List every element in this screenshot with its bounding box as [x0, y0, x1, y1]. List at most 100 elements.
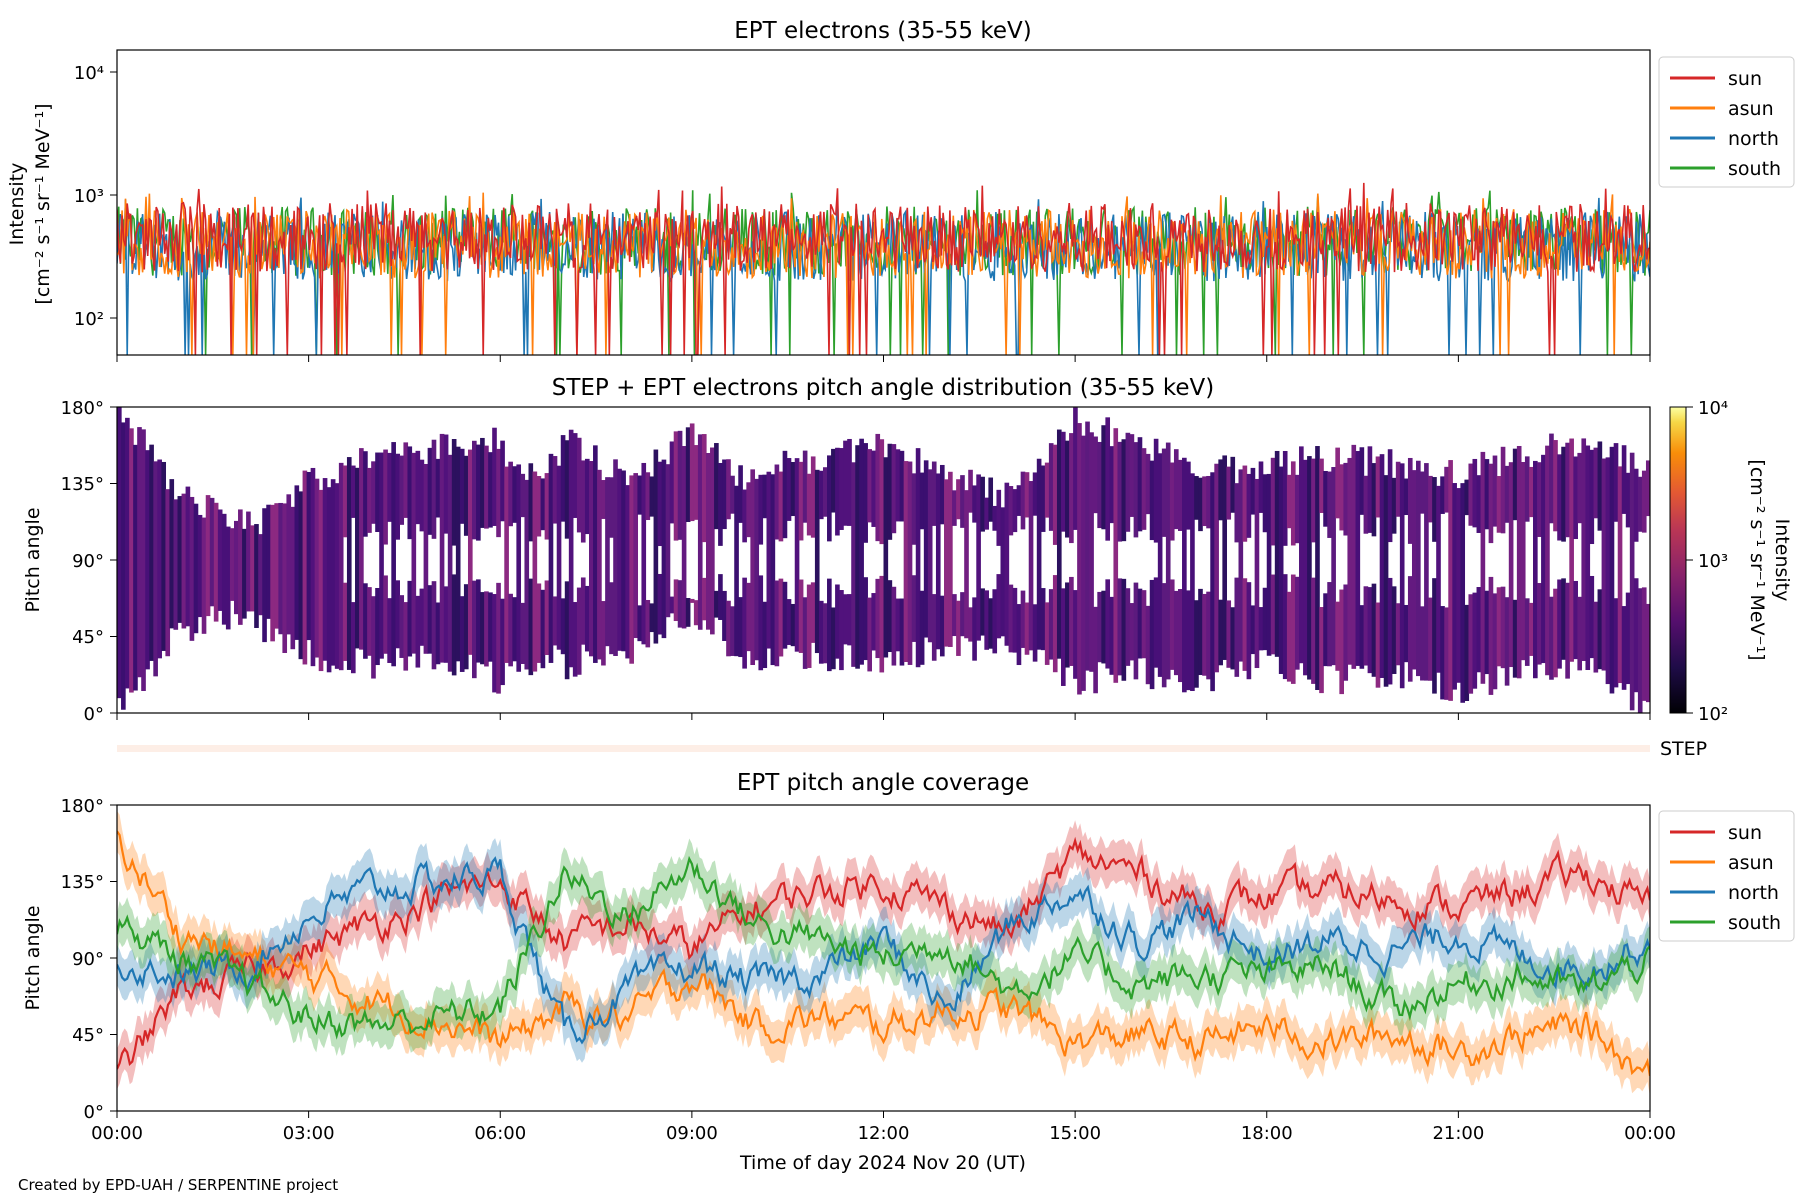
heatmap-cell: [463, 455, 469, 536]
heatmap-cell: [528, 578, 534, 676]
heatmap-cell: [455, 446, 461, 662]
heatmap-cell: [1190, 473, 1195, 692]
heatmap-cell: [431, 439, 437, 539]
heatmap-cell: [1399, 463, 1405, 689]
heatmap-cell: [1286, 474, 1292, 529]
heatmap-cell: [1105, 417, 1111, 541]
heatmap-cell: [350, 465, 356, 518]
heatmap-cell: [1512, 599, 1518, 678]
x-tick-label: 00:00: [91, 1123, 143, 1144]
heatmap-cell: [350, 602, 356, 674]
heatmap-cell: [1343, 584, 1349, 681]
heatmap-cell: [395, 580, 400, 649]
heatmap-cell: [754, 478, 760, 661]
heatmap-cell: [1202, 476, 1207, 527]
legend-label-sun: sun: [1728, 68, 1762, 90]
heatmap-cell: [193, 503, 199, 634]
heatmap-cell: [1327, 582, 1332, 667]
heatmap-cell: [467, 449, 473, 655]
heatmap-cell: [484, 591, 489, 667]
heatmap-cell: [710, 447, 715, 635]
heatmap-cell: [1093, 606, 1098, 694]
heatmap-cell: [931, 594, 937, 661]
heatmap-cell: [911, 575, 917, 642]
heatmap-cell: [1109, 446, 1115, 524]
heatmap-cell: [520, 473, 526, 518]
heatmap-cell: [282, 503, 288, 653]
heatmap-cell: [984, 590, 989, 650]
heatmap-cell: [589, 461, 594, 657]
heatmap-cell: [1040, 588, 1046, 651]
heatmap-cell: [875, 433, 881, 542]
heatmap-cell: [613, 459, 618, 656]
heatmap-cell: [403, 442, 409, 518]
heatmap-cell: [1549, 596, 1554, 680]
heatmap-cell: [1141, 448, 1147, 530]
heatmap-cell: [496, 582, 501, 694]
heatmap-cell: [363, 451, 368, 537]
heatmap-cell: [597, 469, 602, 660]
heatmap-cell: [693, 600, 699, 626]
heatmap-cell: [447, 454, 453, 672]
heatmap-cell: [1403, 478, 1409, 516]
heatmap-cell: [584, 585, 590, 652]
heatmap-cell: [891, 586, 897, 666]
heatmap-cell: [1500, 446, 1506, 534]
heatmap-cell: [722, 459, 727, 530]
heatmap-cell: [1621, 445, 1627, 514]
heatmap-cell: [560, 598, 566, 655]
heatmap-cell: [246, 511, 251, 612]
heatmap-cell: [685, 427, 691, 522]
heatmap-cell: [415, 595, 421, 668]
heatmap-cell: [516, 464, 522, 672]
heatmap-cell: [605, 477, 610, 647]
heatmap-cell: [1512, 448, 1518, 521]
footer-credit: Created by EPD-UAH / SERPENTINE project: [18, 1176, 338, 1194]
heatmap-cell: [338, 462, 344, 671]
panel2-ytick-label: 135°: [61, 474, 104, 495]
heatmap-cell: [984, 497, 989, 530]
heatmap-cell: [524, 479, 530, 670]
panel2-heatmap: [117, 407, 1650, 713]
panel2-title: STEP + EPT electrons pitch angle distrib…: [552, 375, 1214, 401]
heatmap-cell: [1557, 579, 1562, 669]
legend-label-north: north: [1728, 128, 1779, 150]
heatmap-cell: [750, 469, 756, 666]
heatmap-cell: [552, 456, 558, 524]
heatmap-cell: [939, 595, 945, 657]
heatmap-cell: [472, 440, 477, 540]
heatmap-cell: [1605, 457, 1611, 685]
heatmap-cell: [415, 450, 421, 525]
heatmap-cell: [843, 440, 848, 526]
heatmap-cell: [580, 577, 586, 645]
heatmap-cell: [1569, 438, 1574, 662]
heatmap-cell: [371, 596, 376, 679]
heatmap-cell: [1153, 438, 1159, 543]
x-tick-label: 15:00: [1049, 1123, 1101, 1144]
heatmap-cell: [383, 575, 388, 654]
heatmap-cell: [863, 443, 868, 543]
heatmap-cell: [1145, 453, 1151, 515]
heatmap-cell: [552, 596, 558, 646]
heatmap-cell: [1508, 462, 1514, 668]
heatmap-cell: [822, 603, 828, 664]
heatmap-cell: [1311, 458, 1316, 543]
heatmap-cell: [1444, 466, 1449, 513]
heatmap-cell: [637, 475, 643, 515]
panel3-ylabel: Pitch angle: [22, 905, 44, 1010]
heatmap-cell: [1173, 449, 1179, 530]
heatmap-cell: [1246, 582, 1252, 680]
legend-label-north: north: [1728, 882, 1779, 904]
heatmap-cell: [1375, 456, 1381, 518]
panel2-ytick-label: 0°: [84, 704, 104, 725]
heatmap-cell: [476, 579, 481, 663]
heatmap-cell: [1541, 454, 1546, 664]
heatmap-cell: [290, 506, 296, 650]
heatmap-cell: [1202, 593, 1207, 676]
heatmap-cell: [1440, 476, 1445, 514]
heatmap-cell: [1492, 593, 1498, 690]
heatmap-cell: [1371, 583, 1377, 677]
heatmap-cell: [1533, 460, 1538, 679]
heatmap-cell: [919, 472, 925, 530]
heatmap-cell: [496, 448, 501, 538]
